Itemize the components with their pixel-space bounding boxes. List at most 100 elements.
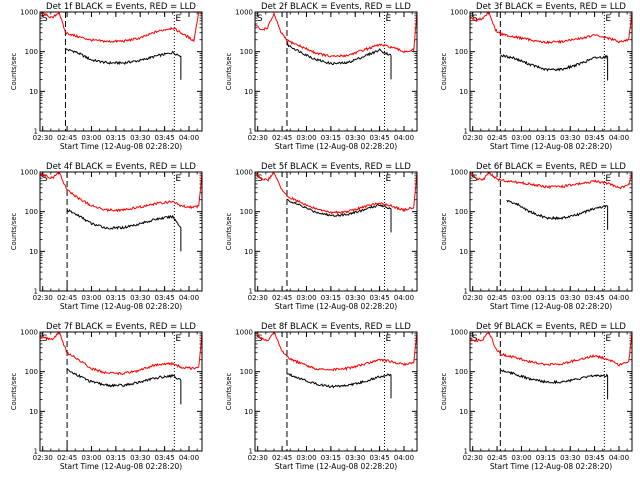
panel-title: Det 3f BLACK = Events, RED = LLD bbox=[476, 2, 626, 12]
x-tick-label: 04:00 bbox=[609, 454, 629, 462]
x-tick-label: 03:15 bbox=[536, 294, 556, 302]
panel-title: Det 5f BLACK = Events, RED = LLD bbox=[261, 162, 411, 172]
end-marker-label: E bbox=[605, 334, 611, 344]
y-tick-label: 100 bbox=[25, 208, 38, 216]
panel-title: Det 2f BLACK = Events, RED = LLD bbox=[261, 2, 411, 12]
lld-series-line bbox=[470, 332, 632, 367]
x-tick-label: 03:45 bbox=[155, 134, 175, 142]
y-tick-label: 10 bbox=[459, 248, 468, 256]
lld-series-line bbox=[40, 12, 202, 44]
y-axis-label: Counts/sec bbox=[440, 53, 448, 91]
y-tick-label: 1000 bbox=[235, 329, 253, 337]
lld-series-line bbox=[255, 172, 417, 215]
events-series-line bbox=[65, 48, 182, 66]
x-tick-label: 03:30 bbox=[345, 294, 365, 302]
x-tick-label: 04:00 bbox=[394, 294, 414, 302]
x-axis-label: Start Time (12-Aug-08 02:28:20) bbox=[60, 302, 182, 311]
x-tick-label: 02:30 bbox=[248, 294, 268, 302]
panel-title: Det 1f BLACK = Events, RED = LLD bbox=[46, 2, 196, 12]
x-axis-label: Start Time (12-Aug-08 02:28:20) bbox=[60, 142, 182, 151]
plot-frame bbox=[39, 11, 203, 132]
x-tick-label: 03:30 bbox=[560, 134, 580, 142]
x-tick-label: 03:00 bbox=[81, 294, 101, 302]
events-series-line bbox=[500, 369, 608, 385]
x-tick-label: 02:30 bbox=[463, 454, 483, 462]
chart-panel-3: Det 3f BLACK = Events, RED = LLD 1 10 100 10… bbox=[440, 2, 633, 151]
plot-frame bbox=[469, 11, 633, 132]
x-axis-label: Start Time (12-Aug-08 02:28:20) bbox=[60, 462, 182, 471]
x-axis-label: Start Time (12-Aug-08 02:28:20) bbox=[275, 142, 397, 151]
y-tick-label: 10 bbox=[244, 88, 253, 96]
y-tick-label: 100 bbox=[455, 368, 468, 376]
y-tick-label: 10 bbox=[29, 408, 38, 416]
chart-panel-9: Det 9f BLACK = Events, RED = LLD 1 10 100 10… bbox=[440, 322, 633, 471]
x-tick-label: 03:00 bbox=[296, 134, 316, 142]
end-marker-label: E bbox=[385, 14, 391, 24]
y-tick-label: 1 bbox=[464, 448, 468, 456]
y-tick-label: 100 bbox=[455, 208, 468, 216]
x-tick-label: 04:00 bbox=[609, 294, 629, 302]
x-tick-label: 02:30 bbox=[33, 134, 53, 142]
x-tick-label: 03:15 bbox=[106, 454, 126, 462]
x-tick-label: 03:30 bbox=[130, 294, 150, 302]
y-tick-label: 1000 bbox=[235, 169, 253, 177]
y-tick-label: 100 bbox=[25, 48, 38, 56]
start-marker-label: S bbox=[42, 14, 48, 24]
x-tick-label: 03:30 bbox=[345, 454, 365, 462]
x-tick-label: 04:00 bbox=[179, 454, 199, 462]
x-tick-label: 02:45 bbox=[272, 454, 292, 462]
y-tick-label: 1000 bbox=[450, 169, 468, 177]
end-marker-label: E bbox=[605, 174, 611, 184]
chart-panel-7: Det 7f BLACK = Events, RED = LLD 1 10 100 10… bbox=[10, 322, 203, 471]
x-tick-label: 02:30 bbox=[463, 134, 483, 142]
end-marker-label: E bbox=[385, 174, 391, 184]
x-tick-label: 03:15 bbox=[536, 454, 556, 462]
end-marker-label: E bbox=[175, 14, 181, 24]
end-marker-label: E bbox=[175, 334, 181, 344]
x-tick-label: 03:00 bbox=[511, 454, 531, 462]
y-tick-label: 1000 bbox=[450, 9, 468, 17]
x-tick-label: 02:45 bbox=[487, 294, 507, 302]
events-series-line bbox=[286, 198, 392, 217]
start-marker-label: S bbox=[472, 334, 478, 344]
lld-series-line bbox=[470, 12, 632, 45]
y-tick-label: 10 bbox=[244, 408, 253, 416]
x-tick-label: 03:30 bbox=[130, 454, 150, 462]
x-tick-label: 03:45 bbox=[370, 134, 390, 142]
plot-frame bbox=[469, 331, 633, 452]
y-tick-label: 10 bbox=[29, 88, 38, 96]
x-tick-label: 03:15 bbox=[321, 134, 341, 142]
chart-panel-4: Det 4f BLACK = Events, RED = LLD 1 10 100 10… bbox=[10, 162, 203, 311]
lld-series-line bbox=[255, 332, 417, 372]
lld-series-line bbox=[470, 172, 632, 190]
x-tick-label: 03:00 bbox=[81, 134, 101, 142]
x-tick-label: 02:45 bbox=[57, 454, 77, 462]
x-tick-label: 02:30 bbox=[33, 454, 53, 462]
events-series-line bbox=[66, 209, 182, 230]
x-tick-label: 02:30 bbox=[33, 294, 53, 302]
chart-panel-1: Det 1f BLACK = Events, RED = LLD 1 10 100 10… bbox=[10, 2, 203, 151]
panel-title: Det 7f BLACK = Events, RED = LLD bbox=[46, 322, 196, 332]
events-series-line bbox=[286, 373, 392, 389]
y-tick-label: 100 bbox=[240, 208, 253, 216]
y-tick-label: 1000 bbox=[20, 329, 38, 337]
chart-panel-5: Det 5f BLACK = Events, RED = LLD 1 10 100 10… bbox=[225, 162, 418, 311]
y-tick-label: 100 bbox=[25, 368, 38, 376]
y-tick-label: 1 bbox=[249, 448, 253, 456]
x-tick-label: 03:15 bbox=[321, 294, 341, 302]
x-tick-label: 04:00 bbox=[179, 294, 199, 302]
y-tick-label: 1000 bbox=[235, 9, 253, 17]
x-tick-label: 03:45 bbox=[585, 454, 605, 462]
y-tick-label: 10 bbox=[244, 248, 253, 256]
x-tick-label: 03:00 bbox=[81, 454, 101, 462]
events-series-line bbox=[499, 54, 608, 72]
panel-title: Det 6f BLACK = Events, RED = LLD bbox=[476, 162, 626, 172]
x-tick-label: 03:00 bbox=[511, 134, 531, 142]
x-tick-label: 03:45 bbox=[585, 134, 605, 142]
x-tick-label: 03:30 bbox=[345, 134, 365, 142]
x-tick-label: 02:45 bbox=[57, 134, 77, 142]
x-tick-label: 03:00 bbox=[296, 294, 316, 302]
y-tick-label: 100 bbox=[240, 48, 253, 56]
y-tick-label: 1 bbox=[34, 448, 38, 456]
